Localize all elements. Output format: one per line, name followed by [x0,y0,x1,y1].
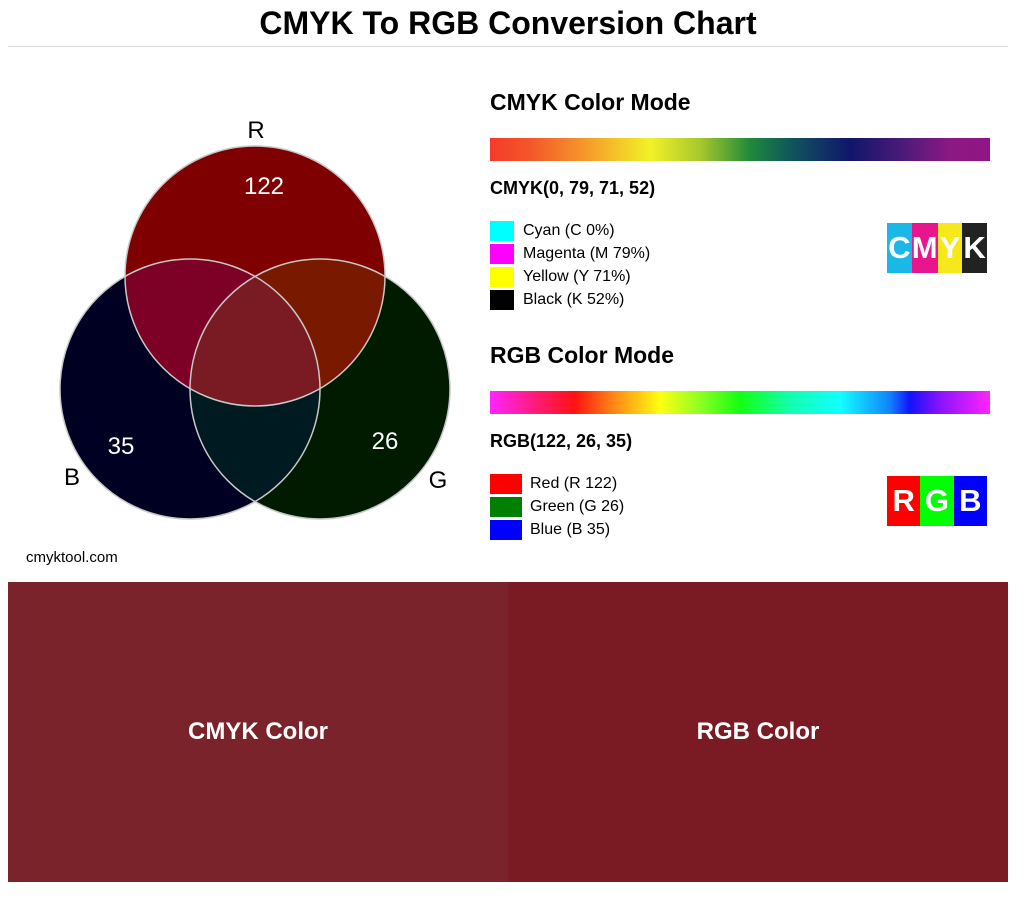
cmyk-logo-c: C [887,223,912,273]
yellow-swatch [490,266,514,287]
venn-value-g: 26 [372,428,399,455]
circle-g-outline [189,258,451,520]
cmyk-logo-y: Y [937,223,963,273]
rgb-logo-r: R [887,476,921,526]
legend-label-red: Red (R 122) [530,474,618,492]
legend-item-magenta: Magenta (M 79%) [490,242,650,265]
legend-label-yellow: Yellow (Y 71%) [523,267,631,285]
legend-item-black: Black (K 52%) [490,288,650,311]
black-swatch [490,289,514,310]
legend-label-cyan: Cyan (C 0%) [523,221,615,239]
cmyk-mode-heading: CMYK Color Mode [490,89,691,115]
rgb-color-label: RGB Color [696,718,820,745]
cyan-swatch [490,220,514,241]
legend-item-red: Red (R 122) [490,472,624,495]
venn-label-b: B [64,464,80,491]
legend-item-cyan: Cyan (C 0%) [490,219,650,242]
cmyk-legend: Cyan (C 0%) Magenta (M 79%) Yellow (Y 71… [490,219,650,311]
magenta-swatch [490,243,514,264]
venn-value-r: 122 [244,173,284,200]
page-title: CMYK To RGB Conversion Chart [259,5,757,41]
cmyk-gradient-bar [490,138,990,161]
rgb-mode-heading: RGB Color Mode [490,342,674,368]
rgb-logo: R G B [887,476,987,526]
title-divider [8,46,1008,47]
site-credit: cmyktool.com [26,549,118,566]
legend-label-green: Green (G 26) [530,497,625,515]
rgb-color-panel: RGB Color [508,582,1008,882]
rgb-legend: Red (R 122) Green (G 26) Blue (B 35) [490,472,624,541]
legend-item-green: Green (G 26) [490,495,624,518]
cmyk-logo: C M Y K [887,223,987,273]
rgb-gradient-bar [490,391,990,414]
rgb-logo-b: B [953,476,987,526]
rgb-value: RGB(122, 26, 35) [490,431,633,451]
cmyk-color-label: CMYK Color [188,718,328,745]
venn-label-r: R [247,117,264,144]
legend-item-yellow: Yellow (Y 71%) [490,265,650,288]
cmyk-color-panel: CMYK Color [8,582,508,882]
legend-item-blue: Blue (B 35) [490,518,624,541]
rgb-logo-g: G [920,476,954,526]
venn-value-b: 35 [108,433,135,460]
red-swatch [490,473,522,494]
blue-swatch [490,519,522,540]
overlap-center [190,259,320,406]
venn-label-g: G [429,467,448,494]
legend-label-magenta: Magenta (M 79%) [523,244,651,262]
cmyk-value: CMYK(0, 79, 71, 52) [490,178,656,198]
legend-label-black: Black (K 52%) [523,290,625,308]
green-swatch [490,496,522,517]
cmyk-logo-k: K [962,223,987,273]
color-comparison: CMYK Color RGB Color [8,582,1008,882]
legend-label-blue: Blue (B 35) [530,520,611,538]
rgb-mode-section: RGB Color Mode RGB(122, 26, 35) Red (R 1… [490,341,990,540]
cmyk-mode-section: CMYK Color Mode CMYK(0, 79, 71, 52) Cyan… [490,88,990,310]
rgb-venn-diagram: R B G 122 35 26 [59,117,451,520]
circle-b-outline [59,258,321,520]
cmyk-logo-m: M [911,223,938,273]
